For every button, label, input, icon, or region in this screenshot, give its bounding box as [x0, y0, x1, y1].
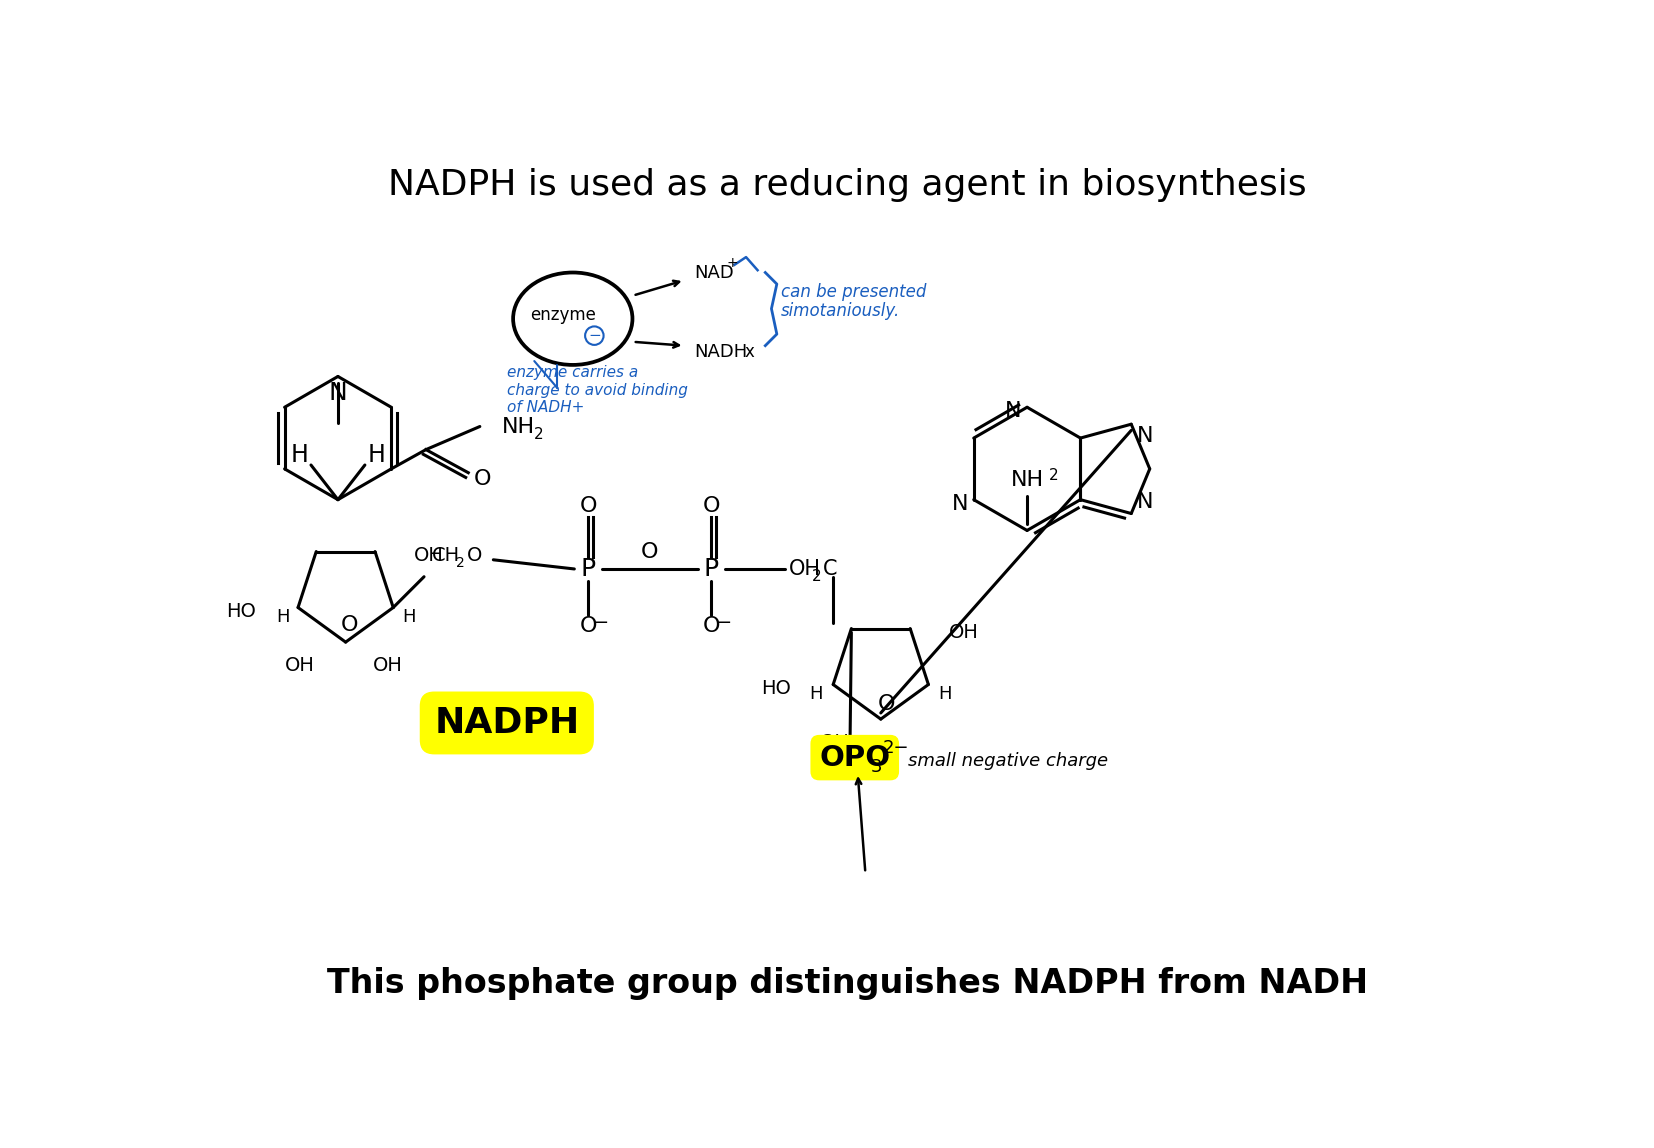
Text: N: N [329, 381, 347, 405]
Text: H: H [291, 443, 308, 467]
Text: OH: OH [820, 732, 850, 752]
Text: 2: 2 [534, 427, 544, 442]
Text: O: O [473, 468, 491, 489]
Text: H: H [276, 607, 289, 626]
Text: O: O [341, 615, 359, 635]
Text: OPO: OPO [819, 744, 890, 771]
Text: P: P [581, 557, 595, 581]
Text: x: x [744, 343, 754, 360]
Text: −: − [592, 614, 609, 631]
Text: OH: OH [414, 546, 443, 565]
Text: NADPH: NADPH [435, 706, 579, 740]
Text: P: P [705, 557, 719, 581]
Text: O: O [878, 693, 896, 714]
Text: O: O [466, 545, 481, 565]
Text: N: N [951, 494, 968, 513]
Text: O: O [703, 496, 719, 515]
Text: N: N [1136, 492, 1153, 512]
Text: of NADH+: of NADH+ [508, 401, 586, 416]
Text: C: C [824, 559, 837, 579]
Text: HO: HO [761, 678, 791, 698]
Text: enzyme carries a: enzyme carries a [508, 365, 638, 380]
Text: NADH: NADH [695, 343, 748, 360]
Text: OH: OH [789, 559, 820, 579]
Text: CH: CH [432, 545, 460, 565]
Text: NH: NH [1011, 471, 1044, 490]
Text: NAD: NAD [695, 264, 734, 281]
Text: H: H [367, 443, 385, 467]
Text: 2: 2 [812, 569, 820, 584]
Text: OH: OH [949, 623, 979, 642]
Text: H: H [938, 684, 953, 703]
Text: O: O [642, 542, 658, 563]
Text: 2−: 2− [882, 739, 910, 758]
Text: O: O [579, 496, 597, 515]
Text: NADPH is used as a reducing agent in biosynthesis: NADPH is used as a reducing agent in bio… [389, 169, 1307, 202]
Text: HO: HO [227, 602, 256, 621]
Text: H: H [809, 684, 824, 703]
Text: −: − [587, 328, 600, 343]
Text: N: N [1006, 401, 1022, 421]
Text: O: O [579, 616, 597, 636]
Text: 2: 2 [457, 556, 465, 569]
Text: NH: NH [501, 417, 534, 436]
Text: enzyme: enzyme [531, 305, 597, 324]
Text: OH: OH [374, 656, 404, 675]
Text: −: − [716, 614, 731, 631]
Text: O: O [703, 616, 719, 636]
Text: +: + [726, 256, 738, 270]
Text: small negative charge: small negative charge [908, 752, 1108, 770]
Text: H: H [402, 607, 415, 626]
Text: can be presented: can be presented [781, 282, 926, 301]
Text: N: N [1136, 426, 1153, 445]
Text: This phosphate group distinguishes NADPH from NADH: This phosphate group distinguishes NADPH… [327, 967, 1368, 1000]
Text: 2: 2 [1049, 467, 1059, 482]
Text: OH: OH [284, 656, 314, 675]
Text: 3: 3 [870, 758, 882, 776]
Text: simotaniously.: simotaniously. [781, 302, 900, 320]
Text: charge to avoid binding: charge to avoid binding [508, 382, 688, 397]
